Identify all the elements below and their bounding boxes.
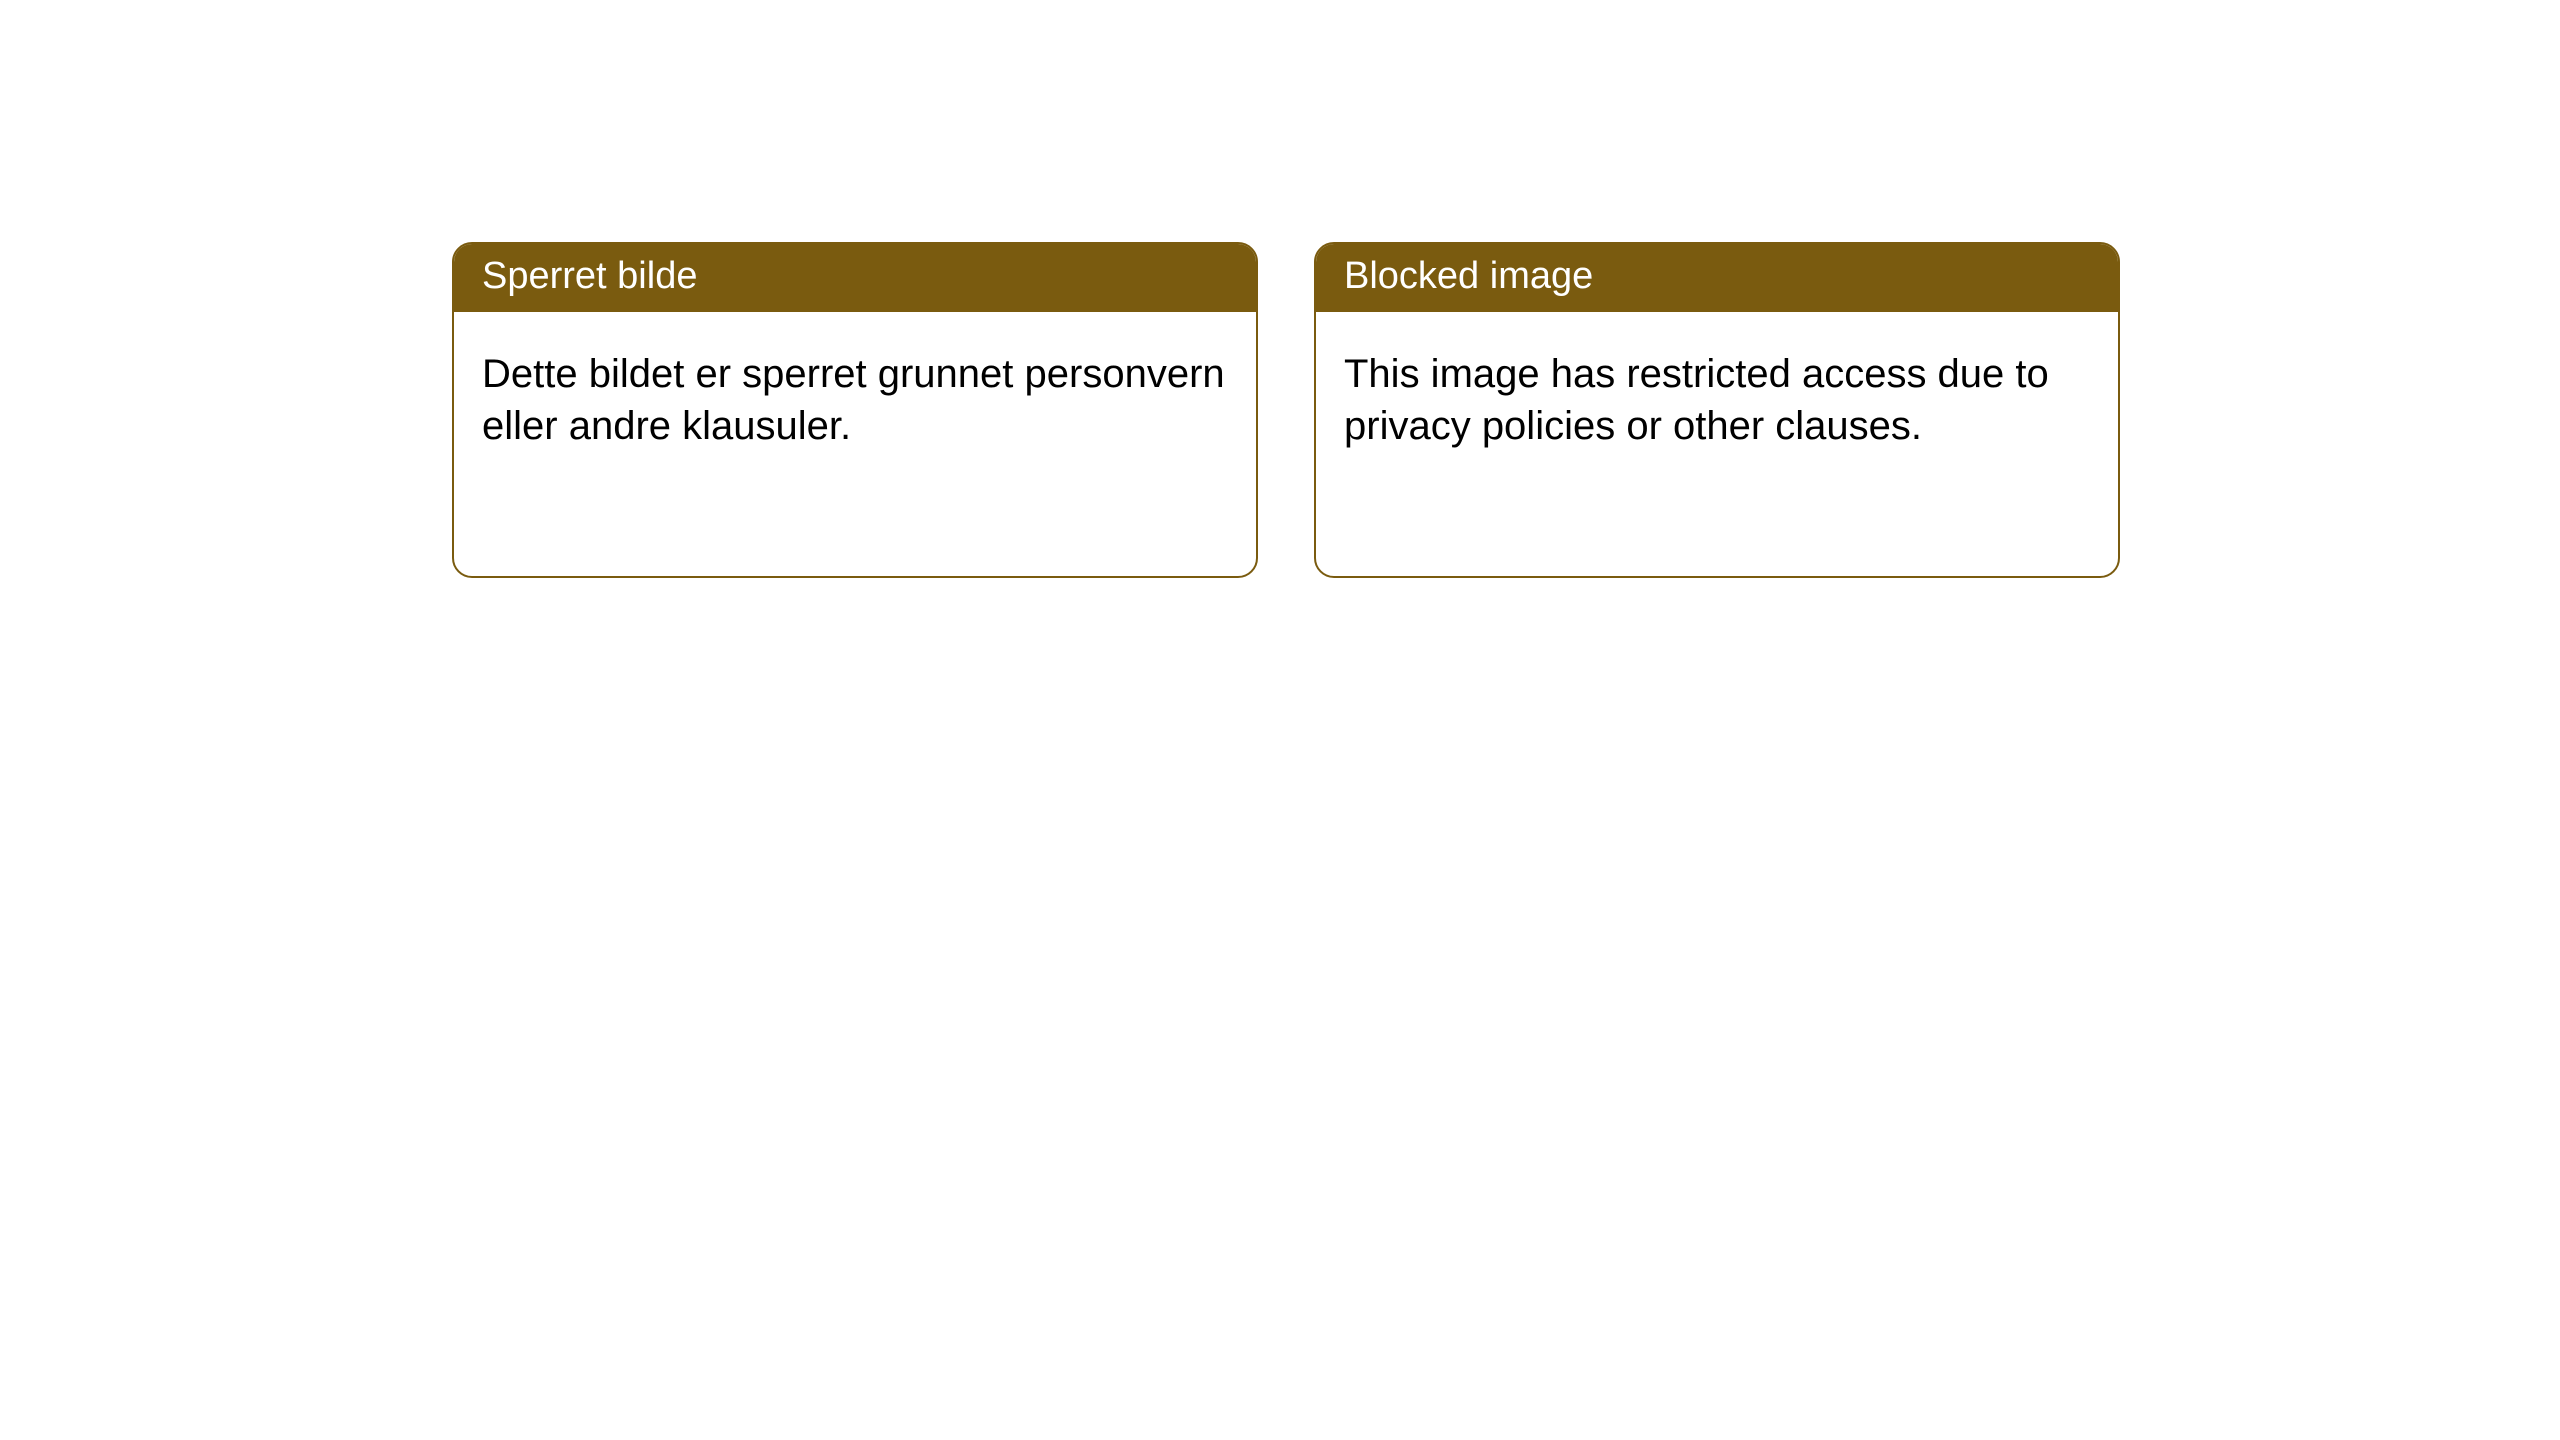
notice-card-english: Blocked image This image has restricted … xyxy=(1314,242,2120,578)
notice-container: Sperret bilde Dette bildet er sperret gr… xyxy=(0,0,2560,578)
notice-card-norwegian: Sperret bilde Dette bildet er sperret gr… xyxy=(452,242,1258,578)
notice-body: This image has restricted access due to … xyxy=(1316,312,2118,488)
notice-header: Sperret bilde xyxy=(454,244,1256,312)
notice-header: Blocked image xyxy=(1316,244,2118,312)
notice-body: Dette bildet er sperret grunnet personve… xyxy=(454,312,1256,488)
